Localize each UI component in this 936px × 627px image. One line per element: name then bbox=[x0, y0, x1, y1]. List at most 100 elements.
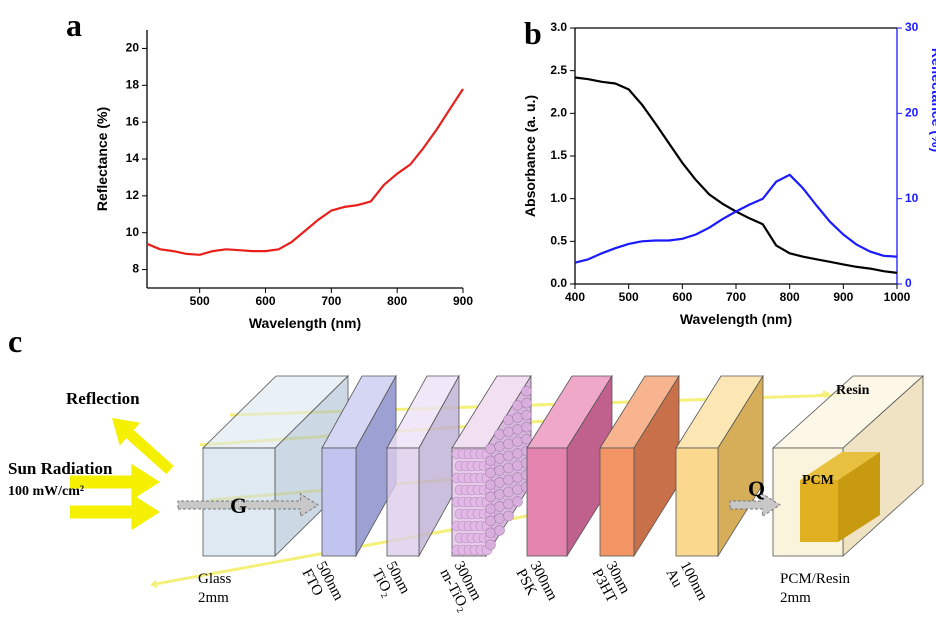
y-tick-label: 0.0 bbox=[550, 276, 567, 290]
sphere bbox=[513, 437, 523, 447]
y-tick-label: 18 bbox=[126, 77, 140, 91]
layer-name: PCM/Resin bbox=[780, 571, 851, 587]
pcm-front bbox=[800, 480, 838, 542]
y2-tick-label: 30 bbox=[905, 20, 919, 34]
y-tick-label: 2.0 bbox=[550, 106, 567, 120]
layer-front bbox=[322, 448, 356, 556]
y2-tick-label: 20 bbox=[905, 106, 919, 120]
sphere bbox=[504, 451, 514, 461]
sphere bbox=[513, 425, 523, 435]
x-tick-label: 600 bbox=[255, 294, 275, 308]
sun-label: Sun Radiation bbox=[8, 459, 113, 478]
sphere bbox=[513, 413, 523, 423]
sphere bbox=[486, 480, 496, 490]
g-label: G bbox=[230, 493, 247, 518]
y-axis-label: Absorbance (a. u.) bbox=[522, 95, 538, 217]
sphere bbox=[504, 499, 514, 509]
sphere bbox=[513, 401, 523, 411]
y-axis-label: Reflectance (%) bbox=[94, 107, 110, 211]
x-tick-label: 400 bbox=[565, 290, 585, 304]
sphere bbox=[522, 422, 532, 432]
sphere bbox=[504, 511, 514, 521]
x-tick-label: 500 bbox=[190, 294, 210, 308]
sphere bbox=[495, 429, 505, 439]
x-tick-label: 900 bbox=[453, 294, 473, 308]
sphere bbox=[495, 501, 505, 511]
y-tick-label: 10 bbox=[126, 225, 140, 239]
x-tick-label: 800 bbox=[780, 290, 800, 304]
y2-tick-label: 10 bbox=[905, 191, 919, 205]
sphere bbox=[486, 504, 496, 514]
reflection-label: Reflection bbox=[66, 389, 140, 408]
panel-label: c bbox=[8, 323, 22, 359]
layer-thickness: 2mm bbox=[198, 590, 229, 606]
x-axis-label: Wavelength (nm) bbox=[249, 315, 361, 331]
x-tick-label: 700 bbox=[321, 294, 341, 308]
layer-front bbox=[387, 448, 419, 556]
y-tick-label: 12 bbox=[126, 188, 140, 202]
light-ray bbox=[820, 390, 830, 398]
y2-tick-label: 0 bbox=[905, 276, 912, 290]
layer-front bbox=[676, 448, 718, 556]
layer-name: Glass bbox=[198, 571, 231, 587]
y-tick-label: 14 bbox=[126, 151, 140, 165]
sphere bbox=[495, 465, 505, 475]
sphere bbox=[522, 398, 532, 408]
sphere bbox=[522, 386, 532, 396]
y-tick-label: 1.5 bbox=[550, 148, 567, 162]
y2-axis-label: Reflectance (%) bbox=[929, 48, 936, 152]
y-tick-label: 20 bbox=[126, 41, 140, 55]
layer-front bbox=[527, 448, 567, 556]
power-label: 100 mW/cm² bbox=[8, 484, 84, 499]
y-tick-label: 3.0 bbox=[550, 20, 567, 34]
panel-label: b bbox=[524, 15, 542, 51]
sphere bbox=[522, 410, 532, 420]
y-tick-label: 16 bbox=[126, 114, 140, 128]
sphere bbox=[495, 489, 505, 499]
q-label: Q bbox=[748, 476, 765, 501]
sphere bbox=[513, 449, 523, 459]
y-tick-label: 8 bbox=[132, 262, 139, 276]
x-tick-label: 500 bbox=[619, 290, 639, 304]
layer-thickness: 2mm bbox=[780, 590, 811, 606]
sphere bbox=[495, 453, 505, 463]
resin-label: Resin bbox=[836, 383, 870, 398]
sphere bbox=[504, 475, 514, 485]
layer-front bbox=[600, 448, 634, 556]
sphere bbox=[486, 492, 496, 502]
pcm-label: PCM bbox=[802, 473, 834, 488]
y-tick-label: 0.5 bbox=[550, 234, 567, 248]
y-tick-label: 2.5 bbox=[550, 63, 567, 77]
sphere bbox=[513, 485, 523, 495]
sphere bbox=[504, 427, 514, 437]
sphere bbox=[504, 415, 514, 425]
sphere bbox=[513, 497, 523, 507]
sphere bbox=[486, 516, 496, 526]
sphere bbox=[504, 463, 514, 473]
sphere bbox=[504, 487, 514, 497]
sphere bbox=[495, 513, 505, 523]
sphere bbox=[495, 441, 505, 451]
x-tick-label: 800 bbox=[387, 294, 407, 308]
sphere bbox=[486, 456, 496, 466]
figure: a b c 500 600 700 800 900 8 10 12 14 16 18 20 Wavele… bbox=[0, 0, 936, 627]
y-tick-label: 1.0 bbox=[550, 191, 567, 205]
reflection-arrow bbox=[112, 418, 174, 474]
sphere bbox=[486, 528, 496, 538]
sun-arrow bbox=[70, 494, 160, 530]
layer-label: P3HT30nm bbox=[588, 559, 633, 606]
panel-label: a bbox=[66, 7, 82, 43]
x-tick-label: 600 bbox=[672, 290, 692, 304]
x-tick-label: 1000 bbox=[884, 290, 911, 304]
data-line bbox=[575, 78, 897, 273]
sphere bbox=[513, 473, 523, 483]
data-line bbox=[575, 175, 897, 263]
sphere bbox=[486, 444, 496, 454]
sphere bbox=[513, 461, 523, 471]
x-tick-label: 900 bbox=[833, 290, 853, 304]
sphere bbox=[495, 477, 505, 487]
